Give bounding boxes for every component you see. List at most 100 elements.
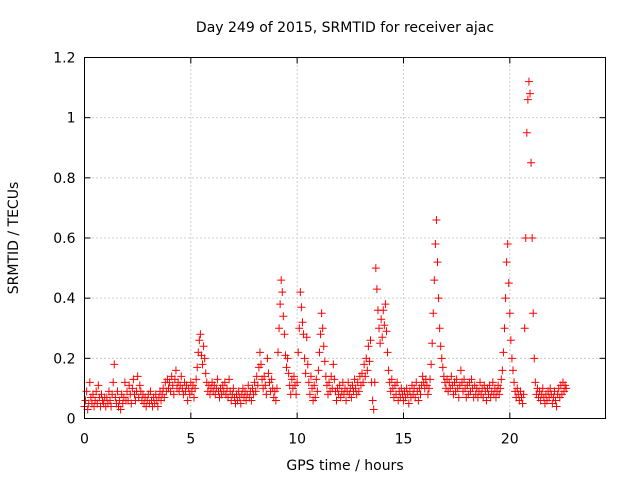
data-point (361, 372, 370, 381)
data-point (497, 375, 506, 384)
data-point (501, 294, 510, 303)
data-point (447, 372, 456, 381)
data-point (274, 348, 283, 357)
data-point (531, 378, 540, 387)
data-point (312, 375, 321, 384)
data-point (379, 306, 388, 315)
data-point (523, 95, 532, 104)
data-point (107, 402, 116, 411)
data-point (200, 354, 209, 363)
data-point (376, 339, 385, 348)
data-point (305, 390, 314, 399)
data-point (432, 215, 441, 224)
data-point (452, 375, 461, 384)
data-point (283, 354, 292, 363)
data-points (80, 77, 571, 414)
data-point (260, 372, 269, 381)
data-point (296, 288, 305, 297)
x-tick-label: 5 (186, 432, 195, 448)
data-point (488, 378, 497, 387)
data-point (300, 354, 309, 363)
y-axis-label: SRMTID / TECUs (6, 182, 22, 295)
y-tick-label: 0.2 (53, 351, 75, 367)
data-point (508, 366, 517, 375)
data-point (436, 342, 445, 351)
data-point (342, 396, 351, 405)
data-point (434, 294, 443, 303)
data-point (382, 327, 391, 336)
data-point (276, 300, 285, 309)
data-point (562, 384, 571, 393)
data-point (201, 369, 210, 378)
data-point (433, 258, 442, 267)
data-point (289, 372, 298, 381)
data-point (303, 360, 312, 369)
data-point (538, 384, 547, 393)
y-tick-label: 0 (67, 412, 76, 428)
data-point (278, 288, 287, 297)
data-point (171, 366, 180, 375)
y-tick-label: 0.4 (53, 291, 75, 307)
x-tick-label: 15 (395, 432, 413, 448)
data-point (314, 366, 323, 375)
data-point (526, 89, 535, 98)
data-point (506, 336, 515, 345)
data-point (467, 375, 476, 384)
data-point (94, 381, 103, 390)
data-point (192, 375, 201, 384)
data-point (298, 318, 307, 327)
data-point (435, 324, 444, 333)
data-point (354, 387, 363, 396)
data-point (116, 405, 125, 414)
data-point (169, 390, 178, 399)
data-point (364, 342, 373, 351)
data-point (295, 324, 304, 333)
data-point (177, 372, 186, 381)
data-point (503, 240, 512, 249)
data-point (454, 393, 463, 402)
data-point (225, 375, 234, 384)
data-point (85, 378, 94, 387)
data-point (360, 360, 369, 369)
data-point (319, 342, 328, 351)
data-point (320, 357, 329, 366)
data-point (311, 393, 320, 402)
data-point (499, 348, 508, 357)
data-point (236, 399, 245, 408)
data-point (383, 348, 392, 357)
data-point (190, 393, 199, 402)
data-point (369, 405, 378, 414)
data-point (460, 375, 469, 384)
data-point (438, 363, 447, 372)
data-point (83, 405, 92, 414)
data-point (363, 366, 372, 375)
data-point (168, 381, 177, 390)
data-point (332, 396, 341, 405)
x-tick-label: 10 (288, 432, 306, 448)
data-point (292, 390, 301, 399)
data-point (505, 309, 514, 318)
data-point (133, 372, 142, 381)
data-point (495, 390, 504, 399)
data-point (412, 378, 421, 387)
data-point (113, 387, 122, 396)
data-point (127, 399, 136, 408)
data-point (92, 387, 101, 396)
data-point (280, 330, 289, 339)
data-point (317, 309, 326, 318)
data-point (430, 276, 439, 285)
axis-ticks: 0 0.2 0.4 0.6 0.8 1 1.2 0 5 10 15 20 (53, 51, 606, 448)
data-point (271, 396, 280, 405)
data-point (498, 366, 507, 375)
y-tick-label: 0.8 (53, 171, 75, 187)
data-point (359, 378, 368, 387)
data-point (393, 378, 402, 387)
data-point (476, 378, 485, 387)
data-point (128, 384, 137, 393)
data-point (372, 285, 381, 294)
data-point (257, 360, 266, 369)
data-point (120, 378, 129, 387)
data-point (199, 342, 208, 351)
data-point (496, 384, 505, 393)
